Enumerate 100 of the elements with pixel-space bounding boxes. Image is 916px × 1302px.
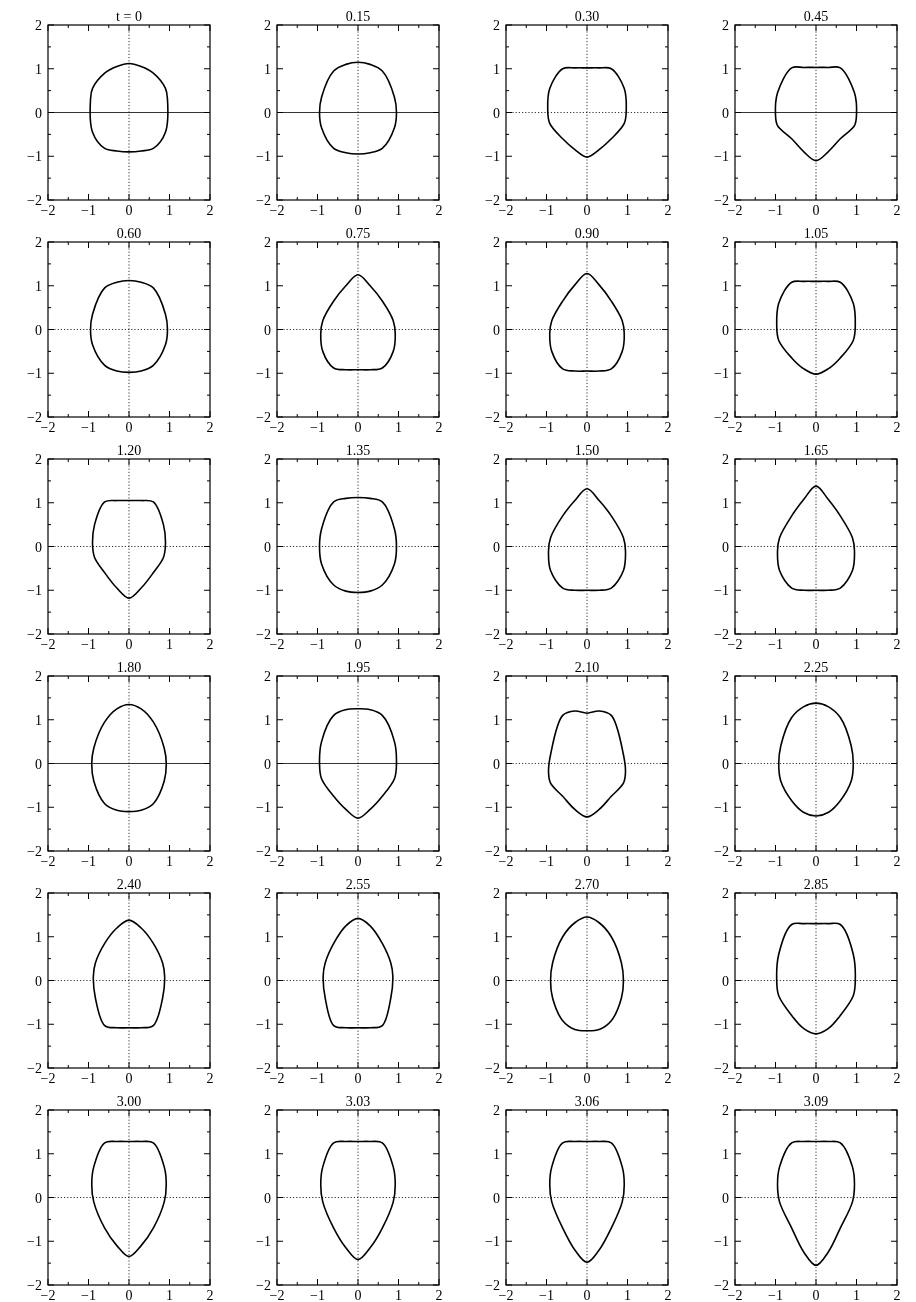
x-tick-label: 0 xyxy=(354,854,362,869)
x-tick-label: 1 xyxy=(853,637,860,652)
x-tick-label: 0 xyxy=(812,854,820,869)
x-tick-label: −1 xyxy=(310,1288,325,1302)
x-tick-label: 1 xyxy=(395,854,402,869)
y-tick-label: 2 xyxy=(493,452,500,467)
x-tick-label: 1 xyxy=(166,1288,173,1302)
y-tick-label: −2 xyxy=(256,627,271,642)
y-tick-label: 1 xyxy=(264,61,271,77)
chart-title: 2.85 xyxy=(803,877,829,892)
x-tick-label: 2 xyxy=(893,203,901,218)
y-tick-label: 1 xyxy=(35,929,42,945)
x-tick-label: 0 xyxy=(354,1288,362,1302)
chart-title: 0.15 xyxy=(345,9,371,24)
chart-title: 2.25 xyxy=(803,660,829,675)
x-tick-label: 2 xyxy=(206,637,214,652)
x-tick-label: 2 xyxy=(435,854,443,869)
y-tick-label: 0 xyxy=(493,322,500,338)
chart-title: 1.80 xyxy=(116,660,142,675)
chart-title: 3.09 xyxy=(803,1094,829,1109)
y-tick-label: 0 xyxy=(493,756,500,772)
y-tick-label: −1 xyxy=(27,1017,42,1033)
y-tick-label: −2 xyxy=(485,193,500,208)
y-tick-label: −2 xyxy=(714,193,729,208)
y-tick-label: 0 xyxy=(264,539,271,555)
x-tick-label: 0 xyxy=(125,420,133,435)
x-tick-label: −1 xyxy=(539,637,554,652)
x-tick-label: 1 xyxy=(853,420,860,435)
y-tick-label: 0 xyxy=(493,973,500,989)
y-tick-label: 2 xyxy=(264,669,271,684)
x-tick-label: 1 xyxy=(624,420,631,435)
x-tick-label: 2 xyxy=(664,420,672,435)
y-tick-label: 1 xyxy=(35,278,42,294)
y-tick-label: 1 xyxy=(264,1146,271,1162)
x-tick-label: 0 xyxy=(812,420,820,435)
chart-title: 3.00 xyxy=(116,1094,142,1109)
y-tick-label: 2 xyxy=(493,18,500,33)
x-tick-label: 0 xyxy=(354,1071,362,1086)
y-tick-label: 1 xyxy=(35,1146,42,1162)
x-tick-label: −1 xyxy=(81,1288,96,1302)
y-tick-label: 1 xyxy=(493,495,500,511)
chart-title: t = 0 xyxy=(116,9,142,24)
y-tick-label: −1 xyxy=(485,1234,500,1250)
y-tick-label: 0 xyxy=(35,756,42,772)
chart-title: 2.40 xyxy=(116,877,142,892)
x-tick-label: 2 xyxy=(664,1288,672,1302)
y-tick-label: 2 xyxy=(35,669,42,684)
y-tick-label: 2 xyxy=(493,235,500,250)
x-tick-label: −1 xyxy=(539,203,554,218)
y-tick-label: −1 xyxy=(27,800,42,816)
x-tick-label: −1 xyxy=(81,637,96,652)
x-tick-label: 2 xyxy=(664,637,672,652)
y-tick-label: 1 xyxy=(35,61,42,77)
x-tick-label: −1 xyxy=(310,637,325,652)
x-tick-label: 0 xyxy=(583,420,591,435)
chart-title: 1.05 xyxy=(803,226,829,241)
x-tick-label: 2 xyxy=(893,854,901,869)
y-tick-label: 0 xyxy=(35,322,42,338)
x-tick-label: 0 xyxy=(125,1071,133,1086)
y-tick-label: 1 xyxy=(722,278,729,294)
y-tick-label: 1 xyxy=(493,61,500,77)
chart-title: 1.20 xyxy=(116,443,142,458)
x-tick-label: 0 xyxy=(125,1288,133,1302)
x-tick-label: −1 xyxy=(81,1071,96,1086)
x-tick-label: 2 xyxy=(206,854,214,869)
x-tick-label: 1 xyxy=(853,854,860,869)
x-tick-label: 2 xyxy=(893,1071,901,1086)
chart-title: 0.60 xyxy=(116,226,142,241)
x-tick-label: 0 xyxy=(583,1071,591,1086)
y-tick-label: 1 xyxy=(493,1146,500,1162)
x-tick-label: 0 xyxy=(812,637,820,652)
x-tick-label: 2 xyxy=(206,203,214,218)
x-tick-label: 0 xyxy=(354,637,362,652)
x-tick-label: 2 xyxy=(435,203,443,218)
x-tick-label: −1 xyxy=(310,854,325,869)
y-tick-label: −1 xyxy=(714,149,729,165)
y-tick-label: 1 xyxy=(722,495,729,511)
x-tick-label: 1 xyxy=(166,1071,173,1086)
chart-title: 1.65 xyxy=(803,443,829,458)
y-tick-label: 2 xyxy=(722,235,729,250)
chart-title: 3.03 xyxy=(345,1094,371,1109)
x-tick-label: 1 xyxy=(853,203,860,218)
y-tick-label: 2 xyxy=(35,886,42,901)
x-tick-label: 1 xyxy=(624,637,631,652)
x-tick-label: −1 xyxy=(768,1288,783,1302)
x-tick-label: 2 xyxy=(893,420,901,435)
y-tick-label: 1 xyxy=(264,712,271,728)
chart-title: 0.90 xyxy=(574,226,600,241)
chart-title: 2.70 xyxy=(574,877,600,892)
y-tick-label: 0 xyxy=(722,1190,729,1206)
x-tick-label: −1 xyxy=(768,420,783,435)
y-tick-label: 0 xyxy=(493,539,500,555)
y-tick-label: 1 xyxy=(264,278,271,294)
x-tick-label: 0 xyxy=(125,854,133,869)
y-tick-label: −2 xyxy=(27,844,42,859)
y-tick-label: 2 xyxy=(722,1103,729,1118)
x-tick-label: 1 xyxy=(395,203,402,218)
y-tick-label: −1 xyxy=(27,583,42,599)
x-tick-label: 1 xyxy=(166,203,173,218)
y-tick-label: −2 xyxy=(714,1061,729,1076)
